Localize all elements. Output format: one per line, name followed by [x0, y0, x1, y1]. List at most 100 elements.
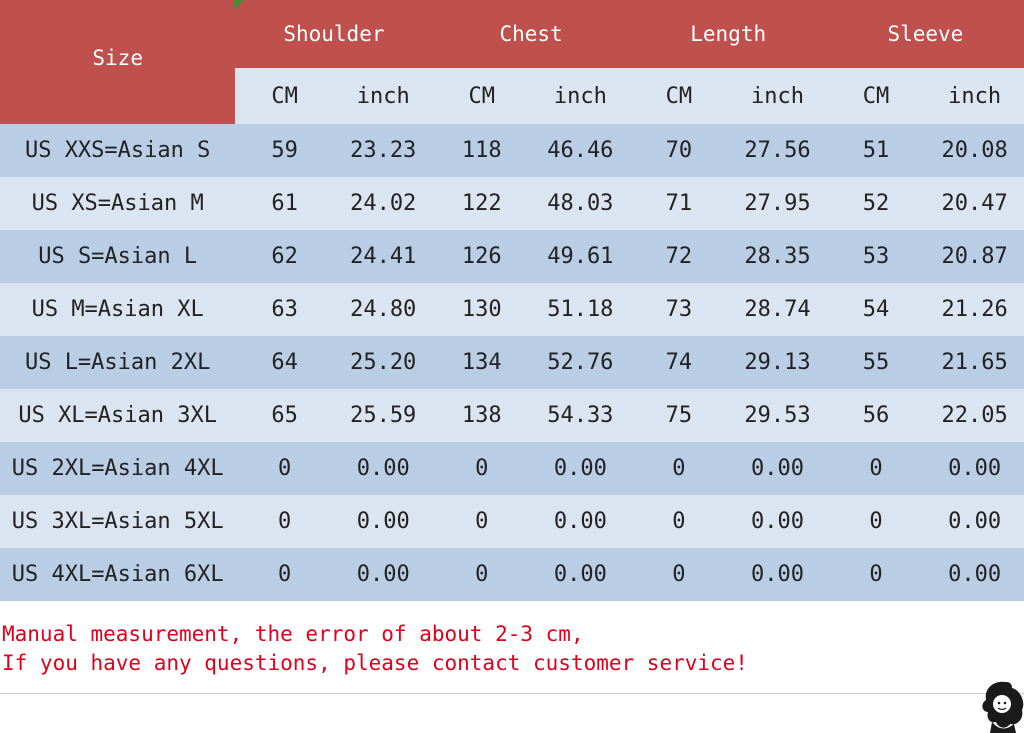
- unit-header: CM: [432, 68, 532, 124]
- measurement-cell: 71: [629, 177, 729, 230]
- unit-header: inch: [333, 68, 433, 124]
- measurement-cell: 61: [235, 177, 334, 230]
- measurement-cell: 24.80: [333, 283, 433, 336]
- chest-header: Chest: [432, 0, 630, 69]
- measurement-cell: 29.53: [728, 389, 827, 442]
- measurement-cell: 21.26: [925, 283, 1024, 336]
- table-row: US 3XL=Asian 5XL 0 0.00 0 0.00 0 0.00 0 0.00: [0, 495, 1024, 548]
- measurement-cell: 59: [235, 124, 334, 177]
- size-table: Size Shoulder Chest Length Sleeve CM inc…: [0, 0, 1024, 601]
- measurement-cell: 0.00: [333, 495, 433, 548]
- size-label-cell: US XL=Asian 3XL: [0, 389, 236, 442]
- measurement-cell: 0.00: [531, 548, 630, 601]
- size-table-body: US XXS=Asian S 59 23.23 118 46.46 70 27.56 51 20…: [0, 124, 1024, 601]
- measurement-cell: 24.02: [333, 177, 433, 230]
- measurement-cell: 72: [629, 230, 729, 283]
- size-label-cell: US XS=Asian M: [0, 177, 236, 230]
- measurement-cell: 0.00: [925, 548, 1024, 601]
- measurement-cell: 0.00: [333, 442, 433, 495]
- measurement-cell: 70: [629, 124, 729, 177]
- length-header: Length: [629, 0, 827, 69]
- table-row: US XL=Asian 3XL 65 25.59 138 54.33 75 29.53 56 2…: [0, 389, 1024, 442]
- measurement-cell: 20.08: [925, 124, 1024, 177]
- measurement-cell: 0: [432, 548, 532, 601]
- measurement-cell: 75: [629, 389, 729, 442]
- measurement-cell: 51.18: [531, 283, 630, 336]
- measurement-cell: 0.00: [728, 495, 827, 548]
- measurement-cell: 0: [629, 442, 729, 495]
- measurement-cell: 53: [826, 230, 926, 283]
- measurement-cell: 0.00: [728, 442, 827, 495]
- measurement-cell: 51: [826, 124, 926, 177]
- measurement-cell: 55: [826, 336, 926, 389]
- measurement-cell: 23.23: [333, 124, 433, 177]
- unit-header: CM: [629, 68, 729, 124]
- unit-header: inch: [925, 68, 1024, 124]
- size-label-cell: US L=Asian 2XL: [0, 336, 236, 389]
- size-label-cell: US 2XL=Asian 4XL: [0, 442, 236, 495]
- note-line: Manual measurement, the error of about 2…: [2, 622, 584, 646]
- measurement-cell: 0: [235, 548, 334, 601]
- measurement-cell: 25.20: [333, 336, 433, 389]
- unit-header: inch: [531, 68, 630, 124]
- unit-header: CM: [826, 68, 926, 124]
- divider: [0, 693, 1024, 694]
- measurement-cell: 25.59: [333, 389, 433, 442]
- measurement-cell: 0: [432, 495, 532, 548]
- measurement-cell: 27.56: [728, 124, 827, 177]
- measurement-cell: 0: [826, 442, 926, 495]
- size-label-cell: US XXS=Asian S: [0, 124, 236, 177]
- unit-header: inch: [728, 68, 827, 124]
- size-label-cell: US 3XL=Asian 5XL: [0, 495, 236, 548]
- table-row: US S=Asian L 62 24.41 126 49.61 72 28.35 53 20.8…: [0, 230, 1024, 283]
- measurement-cell: 20.47: [925, 177, 1024, 230]
- measurement-cell: 0: [629, 495, 729, 548]
- measurement-cell: 0.00: [333, 548, 433, 601]
- measurement-cell: 49.61: [531, 230, 630, 283]
- measurement-cell: 48.03: [531, 177, 630, 230]
- header-row-groups: Size Shoulder Chest Length Sleeve: [0, 0, 1024, 124]
- measurement-cell: 0.00: [728, 548, 827, 601]
- measurement-cell: 29.13: [728, 336, 827, 389]
- measurement-cell: 22.05: [925, 389, 1024, 442]
- measurement-cell: 122: [432, 177, 532, 230]
- measurement-cell: 118: [432, 124, 532, 177]
- measurement-cell: 130: [432, 283, 532, 336]
- measurement-cell: 56: [826, 389, 926, 442]
- measurement-cell: 73: [629, 283, 729, 336]
- measurement-cell: 0: [235, 442, 334, 495]
- measurement-cell: 24.41: [333, 230, 433, 283]
- measurement-cell: 20.87: [925, 230, 1024, 283]
- measurement-cell: 52.76: [531, 336, 630, 389]
- table-row: US M=Asian XL 63 24.80 130 51.18 73 28.74 54 21.…: [0, 283, 1024, 336]
- header-row-units: CM inch CM inch CM inch CM inch: [0, 68, 1024, 124]
- unit-header: CM: [235, 68, 334, 124]
- shoulder-header: Shoulder: [235, 0, 433, 69]
- measurement-cell: 21.65: [925, 336, 1024, 389]
- measurement-cell: 74: [629, 336, 729, 389]
- measurement-cell: 0.00: [925, 495, 1024, 548]
- measurement-cell: 134: [432, 336, 532, 389]
- size-label-cell: US S=Asian L: [0, 230, 236, 283]
- size-label-cell: US 4XL=Asian 6XL: [0, 548, 236, 601]
- size-column-header: Size: [0, 0, 236, 124]
- measurement-note: Manual measurement, the error of about 2…: [2, 620, 748, 678]
- girl-silhouette-logo-icon: [982, 681, 1024, 733]
- measurement-cell: 52: [826, 177, 926, 230]
- table-row: US 2XL=Asian 4XL 0 0.00 0 0.00 0 0.00 0 0.00: [0, 442, 1024, 495]
- measurement-cell: 0: [629, 548, 729, 601]
- measurement-cell: 54: [826, 283, 926, 336]
- measurement-cell: 126: [432, 230, 532, 283]
- measurement-cell: 0.00: [925, 442, 1024, 495]
- measurement-cell: 65: [235, 389, 334, 442]
- measurement-cell: 54.33: [531, 389, 630, 442]
- measurement-cell: 27.95: [728, 177, 827, 230]
- measurement-cell: 64: [235, 336, 334, 389]
- note-line: If you have any questions, please contac…: [2, 651, 748, 675]
- table-row: US XXS=Asian S 59 23.23 118 46.46 70 27.56 51 20…: [0, 124, 1024, 177]
- measurement-cell: 0.00: [531, 495, 630, 548]
- size-chart: Size Shoulder Chest Length Sleeve CM inc…: [0, 0, 1024, 601]
- measurement-cell: 28.35: [728, 230, 827, 283]
- table-row: US L=Asian 2XL 64 25.20 134 52.76 74 29.13 55 21…: [0, 336, 1024, 389]
- measurement-cell: 0: [235, 495, 334, 548]
